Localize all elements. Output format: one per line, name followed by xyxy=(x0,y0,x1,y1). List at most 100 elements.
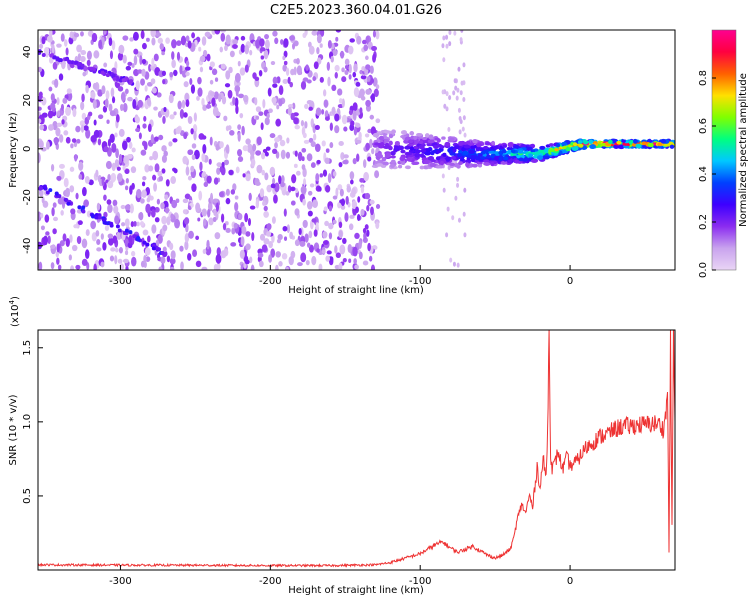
heatmap-cell xyxy=(338,221,343,229)
heatmap-cell xyxy=(125,88,129,94)
heatmap-cell xyxy=(263,205,268,212)
heatmap-cell xyxy=(106,221,111,226)
heatmap-cell xyxy=(65,187,71,198)
heatmap-cell xyxy=(133,221,137,227)
heatmap-cell xyxy=(272,76,278,85)
heatmap-cell xyxy=(85,229,90,237)
heatmap-cell xyxy=(319,43,323,48)
heatmap-cell xyxy=(141,181,146,187)
heatmap-cell xyxy=(113,205,119,214)
heatmap-cell xyxy=(536,155,544,161)
heatmap-cell xyxy=(38,153,41,163)
heatmap-cell xyxy=(404,145,411,150)
heatmap-cell xyxy=(325,255,330,262)
heatmap-cell xyxy=(359,177,365,183)
heatmap-cell xyxy=(390,163,395,169)
heatmap-cell xyxy=(442,152,447,157)
heatmap-cell xyxy=(351,187,356,197)
heatmap-cell xyxy=(316,248,320,253)
heatmap-cell xyxy=(68,36,74,45)
heatmap-cell xyxy=(347,243,353,253)
heatmap-cell xyxy=(369,199,375,205)
heatmap-cell xyxy=(275,264,279,270)
heatmap-cell xyxy=(130,221,135,228)
heatmap-cell xyxy=(266,223,272,231)
heatmap-cell xyxy=(238,93,245,99)
heatmap-cell xyxy=(375,221,380,230)
heatmap-cell xyxy=(144,247,151,256)
heatmap-cell xyxy=(280,175,285,184)
heatmap-cell xyxy=(109,221,114,226)
heatmap-cell xyxy=(74,60,79,65)
heatmap-cell xyxy=(136,188,142,199)
heatmap-cell xyxy=(79,120,86,127)
heatmap-cell xyxy=(175,198,180,203)
heatmap-cell xyxy=(161,154,167,163)
heatmap-y-tick-label: 0 xyxy=(22,146,33,152)
heatmap-cell xyxy=(400,161,406,165)
heatmap-cell xyxy=(375,30,380,40)
heatmap-cell xyxy=(355,81,361,87)
heatmap-cell xyxy=(302,198,306,206)
heatmap-cell xyxy=(60,209,64,216)
heatmap-cell xyxy=(214,77,219,82)
heatmap-cell xyxy=(84,175,90,184)
heatmap-cell xyxy=(216,247,221,256)
heatmap-cell xyxy=(338,140,344,146)
heatmap-cell xyxy=(583,140,589,145)
heatmap-cell xyxy=(185,99,190,107)
heatmap-cell xyxy=(120,92,126,102)
heatmap-cell xyxy=(368,255,373,262)
heatmap-cell xyxy=(131,182,135,190)
heatmap-cell xyxy=(133,31,139,41)
heatmap-cell xyxy=(294,239,300,247)
heatmap-cell xyxy=(272,177,276,185)
heatmap-cell xyxy=(63,39,68,47)
heatmap-cell xyxy=(45,190,50,195)
heatmap-x-axis: -300 -200 -100 0 xyxy=(109,265,573,287)
heatmap-cell xyxy=(152,150,159,161)
heatmap-cell xyxy=(182,155,188,165)
heatmap-cell xyxy=(86,59,91,67)
heatmap-cell xyxy=(255,198,260,209)
heatmap-cell xyxy=(280,149,286,160)
heatmap-cell xyxy=(349,214,355,219)
heatmap-cell xyxy=(332,219,337,224)
heatmap-cell xyxy=(268,240,273,249)
heatmap-cell xyxy=(251,231,255,242)
heatmap-cell xyxy=(184,240,189,251)
heatmap-cell xyxy=(104,98,109,108)
heatmap-cell xyxy=(302,219,308,229)
heatmap-cell xyxy=(514,159,520,164)
heatmap-cell xyxy=(97,215,102,220)
heatmap-cell xyxy=(452,147,457,153)
heatmap-cell xyxy=(66,88,72,94)
heatmap-cell xyxy=(211,68,218,76)
heatmap-cell xyxy=(51,43,55,54)
heatmap-cell xyxy=(74,154,78,162)
heatmap-cell xyxy=(617,144,625,150)
heatmap-cell xyxy=(41,196,45,204)
heatmap-cell xyxy=(216,162,223,168)
heatmap-cell xyxy=(65,136,71,144)
heatmap-cell xyxy=(359,107,363,114)
heatmap-cell xyxy=(424,133,430,138)
heatmap-cell xyxy=(44,214,50,223)
heatmap-cell xyxy=(225,188,230,197)
heatmap-cell xyxy=(190,128,194,135)
colorbar-label: Normalized spectral amplitude xyxy=(738,73,749,227)
heatmap-cell xyxy=(118,128,125,138)
heatmap-cell xyxy=(245,243,251,251)
heatmap-cell xyxy=(448,95,452,101)
heatmap-cell xyxy=(259,38,265,47)
heatmap-cell xyxy=(38,140,44,149)
heatmap-cell xyxy=(423,159,430,165)
heatmap-cell xyxy=(177,100,182,110)
heatmap-cell xyxy=(475,146,481,152)
heatmap-cell xyxy=(264,151,269,157)
heatmap-cell xyxy=(306,99,313,105)
heatmap-cell xyxy=(286,137,290,144)
heatmap-cell xyxy=(285,191,290,196)
heatmap-cell xyxy=(109,50,114,60)
heatmap-cell xyxy=(358,131,362,140)
